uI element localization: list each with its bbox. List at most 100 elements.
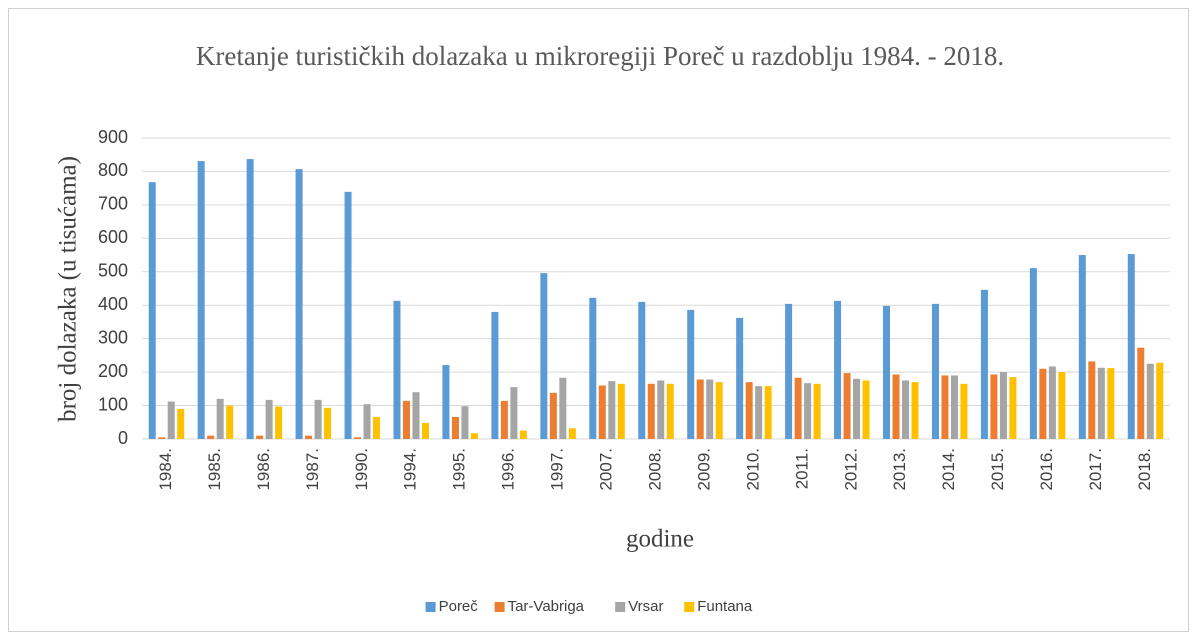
x-tick-label: 2015. bbox=[988, 448, 1007, 491]
y-tick-label: 800 bbox=[98, 160, 128, 180]
x-tick-label: 1987. bbox=[303, 448, 322, 491]
bar bbox=[687, 309, 695, 439]
bar bbox=[256, 435, 264, 439]
bar bbox=[461, 406, 469, 439]
y-tick-label: 400 bbox=[98, 294, 128, 314]
chart-title: Kretanje turističkih dolazaka u mikroreg… bbox=[195, 41, 1005, 71]
bar bbox=[834, 300, 842, 439]
bar bbox=[853, 378, 861, 439]
legend-swatch bbox=[425, 602, 436, 612]
y-tick-label: 0 bbox=[118, 428, 128, 448]
bar bbox=[393, 300, 401, 439]
bar bbox=[862, 380, 870, 439]
x-tick-label: 2007. bbox=[597, 448, 616, 491]
x-tick-label: 1984. bbox=[156, 448, 175, 491]
x-tick-label: 2008. bbox=[645, 448, 664, 491]
bar bbox=[1107, 368, 1115, 439]
x-tick-label: 2017. bbox=[1086, 448, 1105, 491]
x-tick-label: 1994. bbox=[401, 448, 420, 491]
bar bbox=[216, 398, 224, 439]
y-tick-label: 500 bbox=[98, 261, 128, 281]
bar bbox=[647, 383, 655, 439]
legend-label: Tar-Vabriga bbox=[508, 598, 585, 615]
bar bbox=[197, 161, 205, 439]
bar bbox=[491, 311, 499, 439]
bar bbox=[363, 404, 371, 439]
x-tick-label: 1986. bbox=[254, 448, 273, 491]
bar bbox=[666, 383, 674, 439]
bar bbox=[549, 392, 557, 439]
bar bbox=[638, 301, 646, 439]
y-tick-label: 200 bbox=[98, 361, 128, 381]
y-tick-label: 100 bbox=[98, 394, 128, 414]
x-axis-label: godine bbox=[626, 526, 694, 553]
bar bbox=[843, 373, 851, 439]
x-tick-label: 1995. bbox=[450, 448, 469, 491]
x-tick-label: 2009. bbox=[694, 448, 713, 491]
bar bbox=[1097, 367, 1105, 439]
x-tick-label: 1996. bbox=[499, 448, 518, 491]
bar bbox=[540, 273, 548, 439]
bar bbox=[344, 191, 352, 439]
bar bbox=[813, 383, 821, 439]
bar bbox=[883, 305, 891, 439]
bar bbox=[402, 400, 410, 439]
legend-swatch bbox=[615, 602, 626, 612]
bar bbox=[736, 317, 744, 439]
bar bbox=[785, 303, 793, 439]
bar bbox=[911, 382, 919, 439]
bar bbox=[500, 400, 508, 439]
bar bbox=[265, 399, 273, 439]
bar bbox=[999, 372, 1007, 439]
bar bbox=[167, 401, 175, 439]
bar bbox=[715, 382, 723, 439]
y-tick-label: 700 bbox=[98, 194, 128, 214]
bar bbox=[559, 377, 567, 439]
bar bbox=[745, 382, 753, 439]
y-axis-label: broj dolazaka (u tisućama) bbox=[55, 156, 82, 422]
x-tick-label: 2018. bbox=[1135, 448, 1154, 491]
x-tick-label: 2012. bbox=[841, 448, 860, 491]
y-tick-label: 300 bbox=[98, 327, 128, 347]
bar bbox=[950, 375, 958, 439]
bar bbox=[1009, 377, 1017, 439]
bar bbox=[207, 435, 215, 439]
bar bbox=[451, 416, 459, 439]
bar bbox=[990, 374, 998, 439]
y-tick-label: 900 bbox=[98, 127, 128, 147]
bar bbox=[617, 383, 625, 439]
bar bbox=[314, 399, 322, 439]
bar bbox=[598, 385, 606, 439]
x-tick-label: 1990. bbox=[352, 448, 371, 491]
legend-label: Vrsar bbox=[628, 598, 663, 615]
bar bbox=[931, 303, 939, 439]
bar bbox=[568, 428, 576, 439]
legend-label: Poreč bbox=[439, 598, 479, 615]
chart-frame bbox=[8, 8, 1189, 632]
legend-swatch bbox=[684, 602, 695, 612]
bar bbox=[764, 386, 772, 439]
bar bbox=[696, 379, 704, 439]
bar bbox=[941, 375, 949, 439]
bar bbox=[1029, 268, 1037, 439]
bar bbox=[275, 406, 283, 439]
x-tick-label: 2013. bbox=[890, 448, 909, 491]
legend-swatch bbox=[494, 602, 505, 612]
bar bbox=[589, 297, 597, 439]
bar bbox=[421, 422, 429, 439]
bar bbox=[1088, 361, 1096, 439]
x-tick-label: 2011. bbox=[792, 448, 811, 489]
legend-label: Funtana bbox=[697, 598, 753, 615]
y-tick-label: 600 bbox=[98, 227, 128, 247]
bar bbox=[305, 435, 313, 439]
x-tick-label: 1997. bbox=[548, 448, 567, 491]
bar bbox=[158, 437, 166, 439]
bar bbox=[657, 380, 665, 439]
bar bbox=[892, 374, 900, 439]
x-tick-label: 2010. bbox=[743, 448, 762, 491]
x-tick-label: 2016. bbox=[1037, 448, 1056, 491]
bar bbox=[755, 386, 763, 439]
bar bbox=[519, 430, 527, 439]
bar bbox=[1137, 347, 1145, 439]
